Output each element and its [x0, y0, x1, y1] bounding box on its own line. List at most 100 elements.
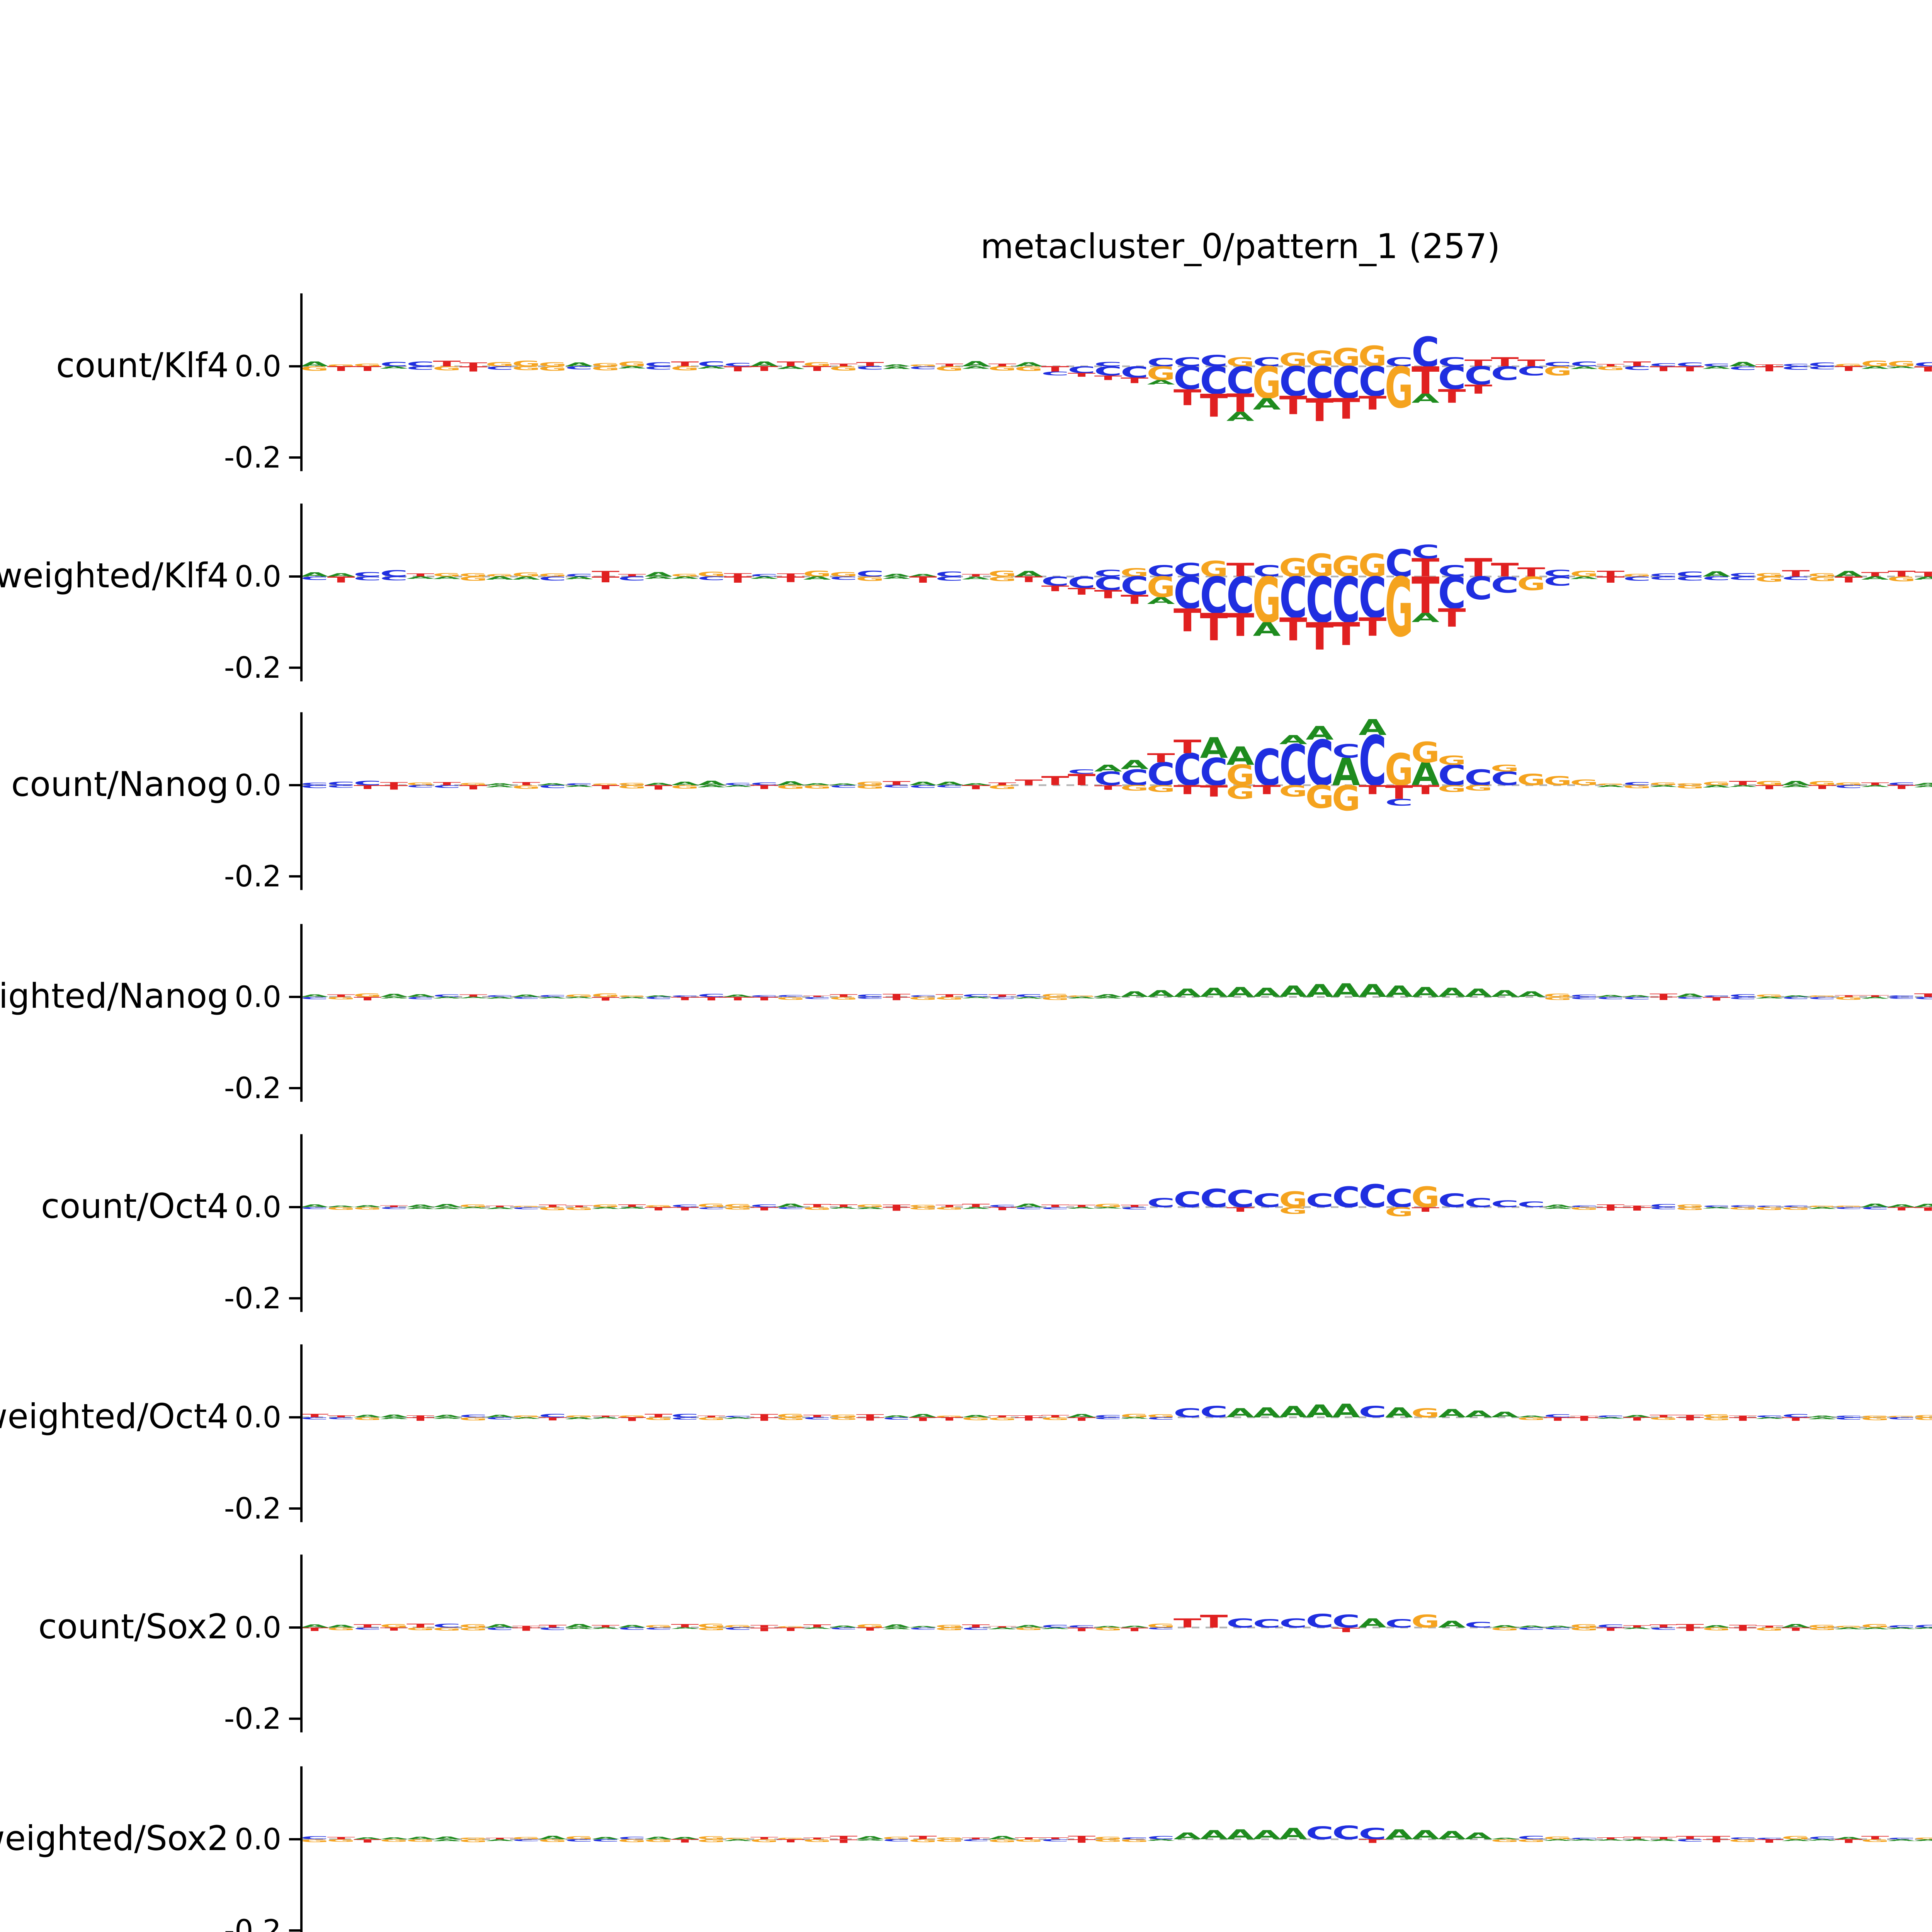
logo-letter-T: T [433, 359, 461, 368]
logo-letter-G: G [1861, 1415, 1889, 1418]
logo-letter-G: G [1570, 778, 1599, 787]
logo-letter-G: G [353, 993, 382, 998]
logo-letter-T: T [750, 1626, 778, 1632]
logo-letter-C: C [354, 1627, 381, 1631]
logo-letter-T: T [1438, 604, 1466, 633]
logo-letter-T: T [1755, 364, 1783, 367]
logo-letter-A: A [592, 1417, 619, 1419]
logo-letter-G: G [856, 1624, 884, 1629]
logo-letter-C: C [1015, 1207, 1043, 1210]
logo-letter-C: C [1464, 1196, 1492, 1210]
logo-letter-G: G [776, 996, 805, 1001]
logo-letter-G: G [1808, 1205, 1837, 1208]
logo-letter-T: T [1068, 1417, 1095, 1422]
logo-letter-G: G [1517, 1417, 1546, 1421]
logo-letter-G: G [776, 1837, 805, 1840]
logo-letter-T: T [750, 1836, 778, 1840]
logo-letter-A: A [830, 1207, 857, 1209]
logo-letter-A: A [1068, 1413, 1096, 1418]
logo-letter-G: G [1411, 1181, 1440, 1214]
logo-letter-T: T [671, 360, 699, 368]
y-tick-label: 0.0 [235, 1822, 281, 1856]
logo-letter-T: T [512, 1625, 540, 1628]
logo-letter-G: G [1570, 1623, 1599, 1629]
logo-letter-G: G [1147, 571, 1175, 604]
logo-letter-C: C [1650, 576, 1677, 581]
logo-letter-C: C [1517, 1835, 1545, 1840]
logo-letter-C: C [539, 1413, 566, 1418]
logo-letter-G: G [1649, 1417, 1678, 1420]
logo-letter-T: T [697, 996, 725, 1002]
logo-letter-T: T [1015, 575, 1043, 584]
logo-letter-G: G [1094, 1836, 1122, 1840]
logo-letter-G: G [459, 572, 488, 578]
logo-letter-C: C [1835, 1207, 1862, 1210]
logo-letter-T: T [777, 1838, 804, 1844]
logo-letter-C: C [645, 361, 672, 368]
logo-letter-G: G [988, 784, 1017, 790]
logo-letter-C: C [1491, 768, 1519, 790]
logo-letter-C: C [1068, 768, 1095, 776]
logo-letter-G: G [1596, 783, 1625, 786]
logo-letter-A: A [1888, 1839, 1915, 1842]
logo-letter-T: T [830, 363, 857, 367]
logo-letter-C: C [671, 1204, 699, 1208]
logo-letter-T: T [1015, 1837, 1043, 1840]
logo-letter-T: T [724, 572, 752, 578]
logo-letter-C: C [380, 575, 408, 582]
logo-letter-C: C [1359, 721, 1386, 801]
logo-letter-C: C [1253, 355, 1281, 369]
logo-letter-G: G [909, 996, 937, 1001]
logo-letter-A: A [1041, 1627, 1069, 1630]
logo-letter-T: T [1041, 1414, 1069, 1418]
logo-letter-G: G [697, 1417, 726, 1421]
panel-1: ACATCCCCTAGAGGGAGAGCCATTTCAAGAGCTTCATTGA… [0, 503, 1932, 685]
logo-letter-T: T [539, 1624, 566, 1628]
logo-letter-G: G [565, 994, 594, 998]
logo-letter-A: A [486, 785, 514, 788]
logo-letter-G: G [1041, 1417, 1070, 1421]
logo-letter-T: T [1464, 358, 1492, 369]
logo-letter-A: A [1068, 997, 1095, 999]
panel-label-weighted-nanog: weighted/Nanog [0, 976, 229, 1016]
logo-letter-C: C [1015, 993, 1043, 998]
logo-letter-G: G [1755, 1627, 1784, 1631]
logo-letter-G: G [1147, 1623, 1175, 1629]
logo-letter-G: G [459, 1624, 488, 1629]
logo-letter-A: A [1861, 576, 1889, 581]
logo-letter-T: T [327, 1415, 355, 1418]
logo-letter-T: T [1623, 1624, 1651, 1628]
logo-letter-C: C [565, 573, 593, 578]
logo-letter-A: A [750, 360, 778, 368]
logo-letter-G: G [1570, 570, 1599, 578]
logo-letter-C: C [671, 995, 699, 997]
logo-letter-C: C [1068, 364, 1095, 375]
logo-letter-C: C [1623, 996, 1651, 1000]
logo-letter-C: C [301, 782, 328, 786]
logo-letter-T: T [988, 1206, 1016, 1211]
logo-letter-T: T [1782, 1417, 1810, 1422]
logo-letter-T: T [935, 993, 963, 998]
logo-letter-T: T [1914, 570, 1932, 578]
logo-letter-G: G [538, 573, 567, 577]
logo-letter-A: A [1412, 984, 1440, 1000]
logo-letter-A: A [406, 1836, 435, 1840]
logo-letter-C: C [777, 1207, 804, 1210]
logo-letter-T: T [750, 1416, 778, 1422]
logo-letter-G: G [618, 782, 646, 786]
logo-letter-G: G [1782, 1206, 1810, 1211]
logo-letter-G: G [1544, 364, 1572, 378]
logo-letter-G: G [1755, 575, 1784, 584]
logo-letter-T: T [750, 1624, 778, 1629]
logo-letter-T: T [962, 1203, 990, 1208]
logo-letter-T: T [486, 1837, 514, 1840]
logo-letter-T: T [459, 361, 487, 367]
logo-letter-C: C [1570, 361, 1598, 368]
logo-letter-T: T [1888, 569, 1915, 578]
logo-letter-C: C [1094, 573, 1122, 595]
logo-letter-C: C [1279, 566, 1307, 631]
logo-letter-G: G [1253, 358, 1281, 409]
logo-letter-G: G [1729, 1838, 1757, 1843]
logo-letter-T: T [1729, 1624, 1757, 1628]
logo-letter-C: C [1676, 1838, 1704, 1842]
